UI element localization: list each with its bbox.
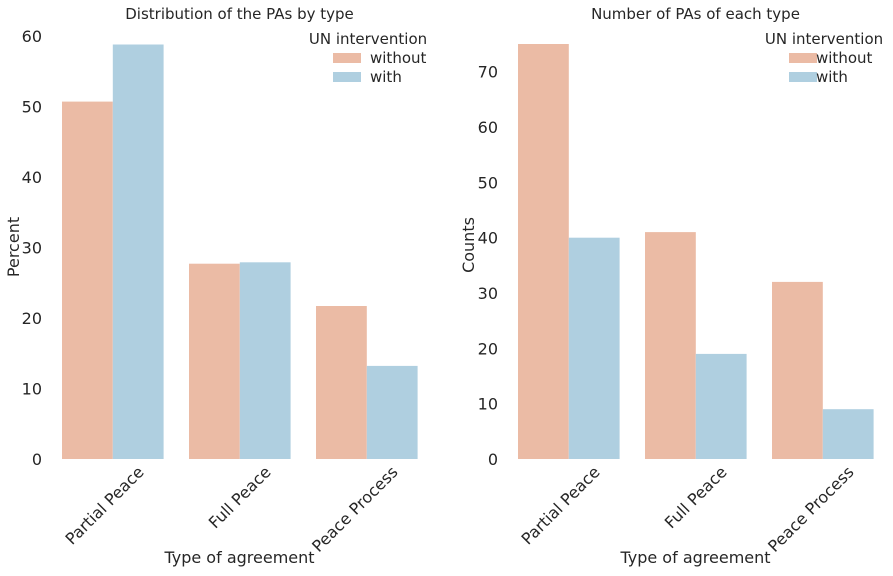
y-tick-label: 0 [32,450,42,469]
y-tick-label: 10 [22,380,42,399]
legend-label-without: without [816,49,873,67]
bar-without-full-peace [189,263,240,459]
y-ticks: 0 10 20 30 40 50 60 70 [478,63,498,469]
y-tick-label: 10 [478,395,498,414]
y-axis-label: Counts [459,217,478,273]
legend-swatch-with [789,72,817,82]
x-tick-label: Peace Process [308,462,401,555]
y-tick-label: 20 [478,339,498,358]
legend-title: UN intervention [765,30,883,48]
legend-label-with: with [816,68,848,86]
bar-with-peace-process [822,409,874,459]
legend-swatch-without [789,53,817,63]
bar-with-peace-process [366,365,418,459]
bar-without-peace-process [772,281,823,459]
y-tick-label: 60 [478,118,498,137]
bar-group [518,44,874,459]
x-ticks: Partial Peace Full Peace Peace Process [518,462,858,555]
legend-swatch-with [333,72,361,82]
y-tick-label: 20 [22,309,42,328]
y-tick-label: 60 [22,27,42,46]
x-tick-label: Partial Peace [62,462,148,548]
chart-percent: Distribution of the PAs by type Percent … [4,5,427,567]
legend-label-without: without [370,49,427,67]
y-tick-label: 40 [22,168,42,187]
x-tick-label: Full Peace [661,462,731,532]
chart-title: Number of PAs of each type [591,5,800,23]
x-ticks: Partial Peace Full Peace Peace Process [62,462,402,555]
y-tick-label: 30 [478,284,498,303]
y-tick-label: 50 [22,98,42,117]
y-ticks: 0 10 20 30 40 50 60 [22,27,42,469]
legend-title: UN intervention [309,30,427,48]
y-tick-label: 30 [22,239,42,258]
chart-counts: Number of PAs of each type Counts Type o… [459,5,883,567]
legend-swatch-without [333,53,361,63]
legend: UN intervention without with [309,30,427,86]
x-tick-label: Full Peace [205,462,275,532]
bar-group [62,44,418,459]
bar-with-partial-peace [112,44,164,459]
y-axis-label: Percent [4,217,23,277]
bar-without-full-peace [645,232,696,459]
bar-without-partial-peace [518,44,569,459]
x-axis-label: Type of agreement [163,548,314,567]
x-axis-label: Type of agreement [619,548,770,567]
x-tick-label: Partial Peace [518,462,604,548]
legend-label-with: with [370,68,402,86]
y-tick-label: 70 [478,63,498,82]
bar-with-full-peace [239,262,291,459]
bar-without-peace-process [316,306,367,459]
chart-title: Distribution of the PAs by type [125,5,354,23]
bar-with-full-peace [695,353,747,459]
legend: UN intervention without with [765,30,883,86]
y-tick-label: 50 [478,173,498,192]
y-tick-label: 0 [488,450,498,469]
bar-with-partial-peace [568,237,620,459]
y-tick-label: 40 [478,229,498,248]
bar-without-partial-peace [62,101,113,459]
x-tick-label: Peace Process [764,462,857,555]
